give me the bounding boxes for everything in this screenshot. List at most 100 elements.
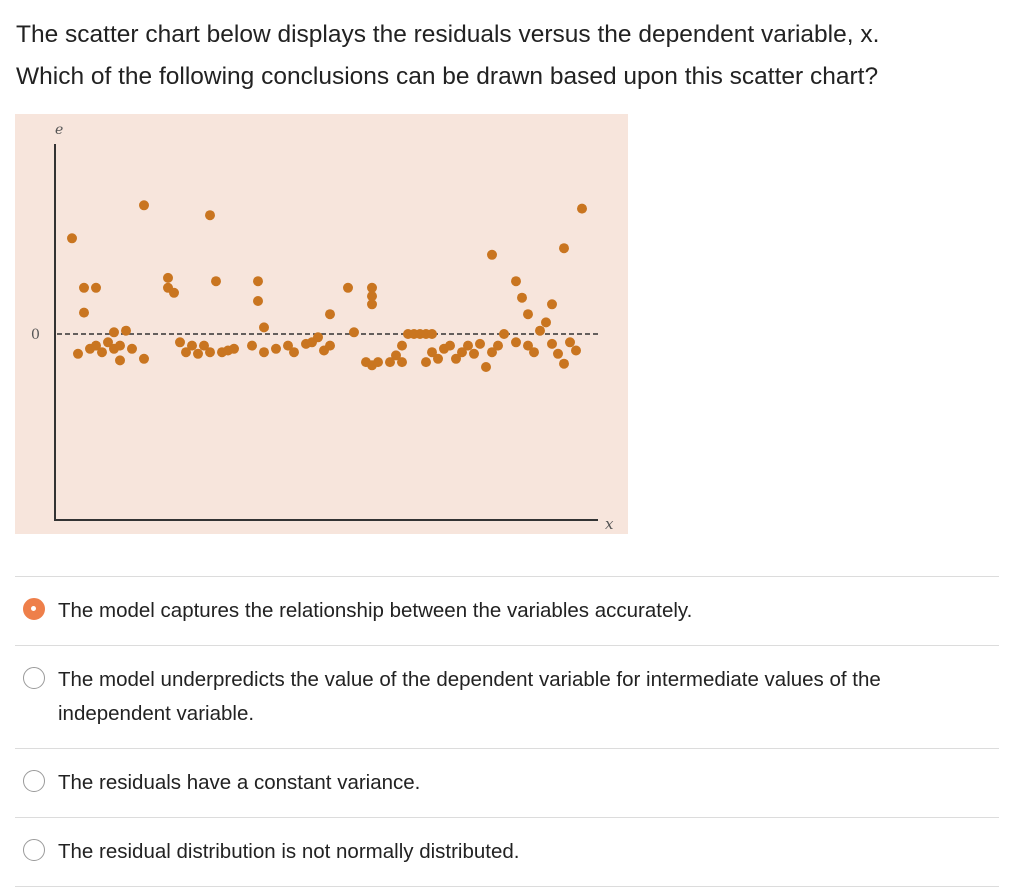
- scatter-point: [139, 353, 149, 364]
- scatter-point: [577, 203, 587, 214]
- answer-option-label: The model underpredicts the value of the…: [58, 668, 881, 725]
- scatter-point: [187, 340, 197, 351]
- scatter-point: [517, 292, 527, 303]
- scatter-point: [271, 343, 281, 354]
- scatter-point: [199, 340, 209, 351]
- answer-option-1[interactable]: The model captures the relationship betw…: [15, 577, 999, 646]
- zero-tick-label: 0: [31, 327, 40, 343]
- scatter-point: [343, 282, 353, 293]
- scatter-point: [499, 329, 509, 339]
- scatter-point: [349, 327, 359, 338]
- scatter-point: [79, 282, 89, 293]
- data-points: [67, 200, 587, 372]
- scatter-point: [457, 347, 467, 358]
- scatter-point: [205, 347, 215, 358]
- scatter-point: [229, 343, 239, 354]
- x-axis-label: x: [605, 515, 614, 533]
- scatter-point: [511, 276, 521, 287]
- scatter-point: [163, 272, 173, 283]
- scatter-plot-svg: e x 0: [31, 122, 614, 533]
- scatter-point: [115, 340, 125, 351]
- scatter-point: [97, 347, 107, 358]
- answer-option-label: The model captures the relationship betw…: [58, 599, 693, 622]
- scatter-point: [127, 343, 137, 354]
- radio-button[interactable]: [23, 770, 45, 792]
- radio-button[interactable]: [23, 598, 45, 620]
- scatter-point: [139, 200, 149, 211]
- scatter-point: [211, 276, 221, 287]
- scatter-point: [547, 338, 557, 349]
- scatter-point: [463, 340, 473, 351]
- scatter-point: [205, 210, 215, 221]
- scatter-point: [289, 347, 299, 358]
- scatter-point: [325, 340, 335, 351]
- scatter-point: [391, 350, 401, 361]
- question-line-2: Which of the following conclusions can b…: [16, 63, 879, 90]
- scatter-point: [169, 287, 179, 298]
- scatter-point: [181, 347, 191, 358]
- scatter-point: [115, 355, 125, 366]
- scatter-point: [553, 348, 563, 359]
- answer-option-label: The residuals have a constant variance.: [58, 771, 421, 794]
- scatter-point: [397, 340, 407, 351]
- scatter-point: [487, 347, 497, 358]
- scatter-point: [445, 340, 455, 351]
- scatter-point: [451, 353, 461, 364]
- question-line-1: The scatter chart below displays the res…: [16, 21, 880, 48]
- scatter-point: [559, 243, 569, 254]
- answer-option-label: The residual distribution is not normall…: [58, 840, 520, 863]
- scatter-point: [175, 337, 185, 348]
- scatter-point: [313, 332, 323, 343]
- scatter-point: [109, 327, 119, 338]
- scatter-point: [121, 325, 131, 336]
- scatter-point: [559, 358, 569, 369]
- scatter-point: [103, 337, 113, 348]
- scatter-point: [541, 317, 551, 328]
- scatter-point: [247, 340, 257, 351]
- scatter-point: [259, 322, 269, 333]
- radio-button[interactable]: [23, 839, 45, 861]
- answer-option-2[interactable]: The model underpredicts the value of the…: [15, 646, 999, 749]
- scatter-point: [547, 299, 557, 310]
- scatter-point: [535, 325, 545, 336]
- scatter-point: [523, 340, 533, 351]
- scatter-point: [259, 347, 269, 358]
- answer-option-3[interactable]: The residuals have a constant variance.: [15, 749, 999, 818]
- scatter-point: [433, 353, 443, 364]
- scatter-point: [253, 296, 263, 306]
- question-text: The scatter chart below displays the res…: [16, 14, 1006, 98]
- answer-options: The model captures the relationship betw…: [15, 576, 999, 887]
- scatter-point: [523, 309, 533, 320]
- scatter-point: [91, 340, 101, 351]
- scatter-point: [427, 329, 437, 339]
- scatter-point: [397, 357, 407, 368]
- scatter-point: [325, 309, 335, 320]
- scatter-point: [427, 347, 437, 358]
- scatter-point: [475, 338, 485, 349]
- radio-button[interactable]: [23, 667, 45, 689]
- scatter-point: [367, 299, 377, 310]
- scatter-point: [511, 337, 521, 348]
- scatter-point: [493, 340, 503, 351]
- scatter-point: [193, 348, 203, 359]
- scatter-point: [73, 348, 83, 359]
- scatter-point: [565, 337, 575, 348]
- scatter-point: [79, 307, 89, 318]
- scatter-point: [487, 249, 497, 260]
- scatter-point: [481, 362, 491, 372]
- scatter-point: [421, 357, 431, 368]
- scatter-point: [469, 348, 479, 359]
- scatter-point: [367, 282, 377, 293]
- answer-option-4[interactable]: The residual distribution is not normall…: [15, 818, 999, 887]
- scatter-point: [67, 233, 77, 244]
- scatter-point: [385, 357, 395, 368]
- scatter-point: [91, 282, 101, 293]
- scatter-point: [283, 340, 293, 351]
- residual-scatter-chart: e x 0: [15, 114, 628, 534]
- scatter-point: [529, 347, 539, 358]
- scatter-point: [571, 345, 581, 356]
- scatter-point: [253, 276, 263, 287]
- scatter-point: [367, 291, 377, 302]
- scatter-point: [373, 357, 383, 368]
- y-axis-label: e: [55, 122, 63, 138]
